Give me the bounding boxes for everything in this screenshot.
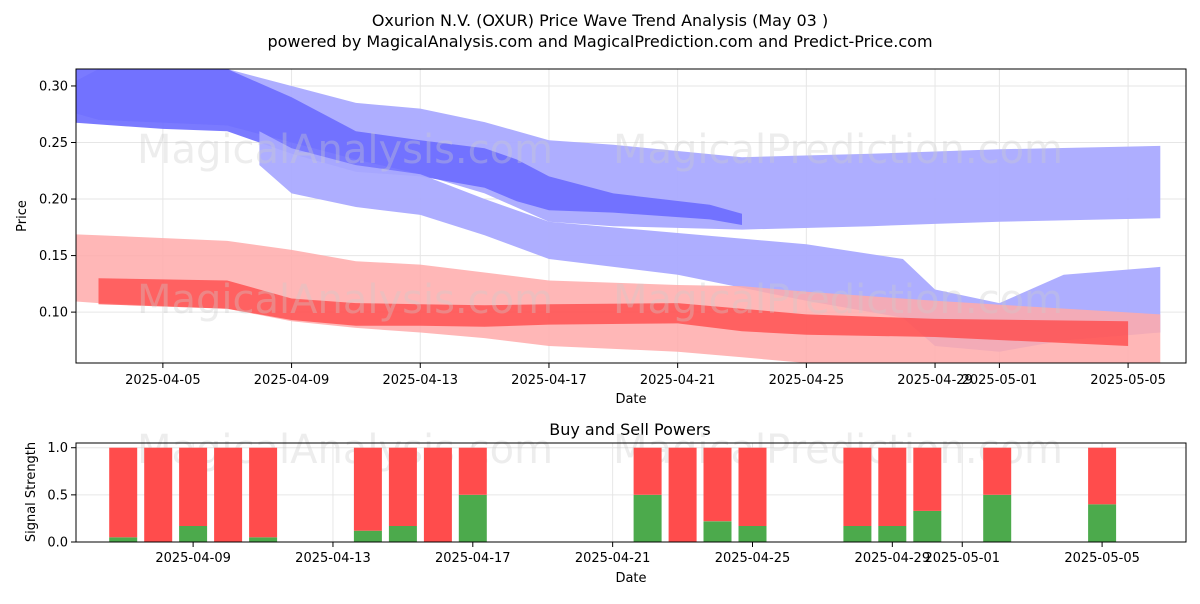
signal-x-tick-label: 2025-04-13: [295, 551, 371, 566]
sell-bar: [109, 447, 138, 538]
signal-axis-ticks: 2025-04-09 2025-04-13 2025-04-17 2025-04-21…: [47, 441, 1140, 566]
signal-x-tick-label: 2025-04-21: [575, 551, 651, 566]
signal-y-tick-label: 1.0: [47, 441, 68, 456]
sell-bar: [983, 447, 1012, 495]
price-y-tick-label: 0.15: [39, 249, 68, 264]
sell-bar: [913, 447, 942, 511]
price-x-tick-label: 2025-04-17: [511, 373, 587, 388]
signal-bars: [109, 447, 1117, 542]
sell-bar: [878, 447, 907, 526]
price-bands: [76, 69, 1161, 363]
sell-bar: [458, 447, 487, 495]
red-dark-band: [98, 278, 1129, 346]
price-x-tick-label: 2025-04-25: [769, 373, 845, 388]
signal-chart-title: Buy and Sell Powers: [549, 420, 711, 439]
price-y-tick-label: 0.10: [39, 306, 68, 321]
signal-x-tick-label: 2025-04-25: [715, 551, 791, 566]
price-x-tick-label: 2025-04-13: [382, 373, 458, 388]
price-y-tick-label: 0.25: [39, 136, 68, 151]
buy-bar: [109, 537, 138, 542]
buy-bar: [633, 494, 662, 542]
price-y-tick-label: 0.20: [39, 193, 68, 208]
buy-bar: [983, 494, 1012, 542]
buy-bar: [738, 526, 767, 542]
blue-wide-band: [76, 69, 1161, 230]
signal-x-tick-label: 2025-04-17: [435, 551, 511, 566]
buy-bar: [1088, 504, 1117, 542]
price-x-tick-label: 2025-04-09: [254, 373, 330, 388]
buy-bar: [843, 526, 872, 542]
signal-x-tick-label: 2025-05-05: [1064, 551, 1140, 566]
signal-x-tick-label: 2025-04-09: [155, 551, 231, 566]
buy-bar: [878, 526, 907, 542]
price-x-tick-label: 2025-04-21: [640, 373, 716, 388]
sell-bar: [179, 447, 208, 526]
price-y-tick-label: 0.30: [39, 79, 68, 94]
price-y-label: Price: [15, 200, 30, 232]
price-x-tick-label: 2025-05-05: [1090, 373, 1166, 388]
sell-bar: [353, 447, 382, 531]
sell-bar: [738, 447, 767, 526]
signal-x-tick-label: 2025-04-29: [855, 551, 931, 566]
sell-bar: [668, 447, 697, 542]
blue-dark-band: [76, 69, 742, 225]
signal-x-label: Date: [615, 571, 646, 586]
price-x-tick-label: 2025-04-29: [897, 373, 973, 388]
buy-bar: [913, 510, 942, 542]
signal-y-label: Signal Strength: [24, 442, 39, 542]
buy-bar: [353, 530, 382, 542]
signal-y-tick-label: 0.0: [47, 536, 68, 551]
sell-bar: [703, 447, 732, 522]
watermark-left-2: MagicalAnalysis.com: [137, 277, 553, 323]
buy-bar: [458, 494, 487, 542]
price-x-label: Date: [615, 392, 646, 407]
chart-subtitle: powered by MagicalAnalysis.com and Magic…: [267, 32, 932, 51]
buy-bar: [703, 521, 732, 542]
price-plot-frame: [75, 68, 1187, 364]
price-chart: MagicalAnalysis.com MagicalPrediction.co…: [15, 68, 1187, 407]
signal-x-tick-label: 2025-05-01: [924, 551, 1000, 566]
sell-bar: [249, 447, 278, 538]
buy-bar: [388, 526, 417, 542]
sell-bar: [423, 447, 452, 542]
sell-bar: [843, 447, 872, 526]
watermark-left: MagicalAnalysis.com: [137, 127, 553, 173]
price-x-tick-label: 2025-05-01: [962, 373, 1038, 388]
signal-plot-frame: [75, 442, 1187, 543]
signal-chart: Buy and Sell Powers MagicalAnalysis.com …: [24, 420, 1187, 586]
buy-bar: [249, 537, 278, 542]
sell-bar: [214, 447, 243, 542]
sell-bar: [144, 447, 173, 542]
chart-title: Oxurion N.V. (OXUR) Price Wave Trend Ana…: [372, 11, 828, 30]
price-x-tick-label: 2025-04-05: [125, 373, 201, 388]
sell-bar: [388, 447, 417, 526]
sell-bar: [633, 447, 662, 495]
buy-bar: [179, 526, 208, 542]
watermark-right-2: MagicalPrediction.com: [613, 277, 1063, 323]
price-axis-ticks: 2025-04-05 2025-04-09 2025-04-13 2025-04-17…: [39, 79, 1166, 388]
signal-y-tick-label: 0.5: [47, 488, 68, 503]
sell-bar: [1088, 447, 1117, 505]
watermark-right: MagicalPrediction.com: [613, 127, 1063, 173]
blue-lower-band: [259, 131, 1161, 352]
